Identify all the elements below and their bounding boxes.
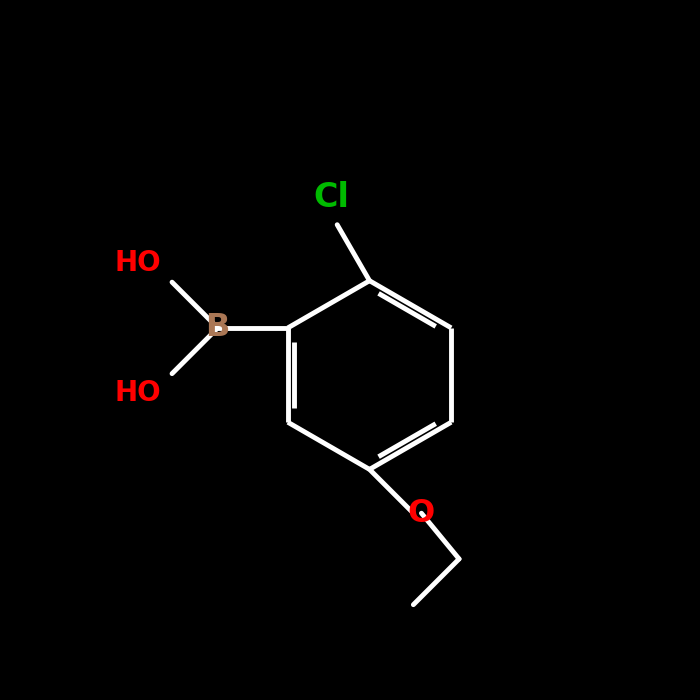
Text: B: B <box>206 312 230 344</box>
Text: O: O <box>408 498 435 528</box>
Text: Cl: Cl <box>314 181 350 214</box>
Text: HO: HO <box>115 379 161 407</box>
Text: HO: HO <box>115 248 161 276</box>
